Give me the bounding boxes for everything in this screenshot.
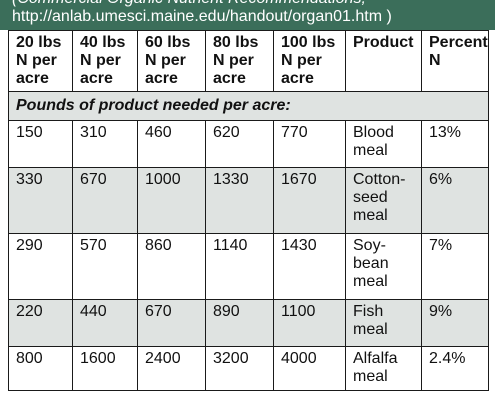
table-cell: 670: [137, 299, 206, 347]
table-row: 150 310 460 620 770 Blood meal 13%: [8, 120, 489, 168]
source-citation: (Commercial Organic Nutrient Recommendat…: [12, 0, 366, 8]
table-cell: 1430: [273, 233, 346, 300]
table-row: 800 1600 2400 3200 4000 Alfalfa meal 2.4…: [8, 346, 489, 391]
table-cell: 220: [8, 299, 73, 347]
product-cell: Fish meal: [345, 299, 422, 347]
table-cell: 770: [273, 120, 346, 168]
percent-cell: 7%: [421, 233, 489, 300]
table-cell: 310: [72, 120, 138, 168]
table-cell: 860: [137, 233, 206, 300]
table-cell: 4000: [273, 346, 346, 391]
header-40-lbs: 40 lbs N per acre: [72, 30, 138, 92]
table-cell: 1100: [273, 299, 346, 347]
product-cell: Alfalfa meal: [345, 346, 422, 391]
table-cell: 3200: [205, 346, 274, 391]
product-cell: Blood meal: [345, 120, 422, 168]
table-cell: 290: [8, 233, 73, 300]
percent-cell: 2.4%: [421, 346, 489, 391]
header-20-lbs: 20 lbs N per acre: [8, 30, 73, 92]
section-row: Pounds of product needed per acre:: [8, 91, 489, 121]
table-cell: 330: [8, 167, 73, 234]
table-cell: 1670: [273, 167, 346, 234]
product-cell: Cotton-seed meal: [345, 167, 422, 234]
table-cell: 150: [8, 120, 73, 168]
product-cell: Soy-bean meal: [345, 233, 422, 300]
header-80-lbs: 80 lbs N per acre: [205, 30, 274, 92]
header-60-lbs: 60 lbs N per acre: [137, 30, 206, 92]
table-cell: 1140: [205, 233, 274, 300]
table-row: 220 440 670 890 1100 Fish meal 9%: [8, 299, 489, 347]
table-cell: 1600: [72, 346, 138, 391]
table-cell: 670: [72, 167, 138, 234]
source-url: http://anlab.umesci.maine.edu/handout/or…: [12, 8, 392, 25]
table-cell: 1330: [205, 167, 274, 234]
table-cell: 2400: [137, 346, 206, 391]
table-header-row: 20 lbs N per acre 40 lbs N per acre 60 l…: [8, 30, 489, 92]
section-label: Pounds of product needed per acre:: [8, 91, 489, 121]
table-cell: 890: [205, 299, 274, 347]
table-cell: 570: [72, 233, 138, 300]
table-cell: 460: [137, 120, 206, 168]
table-cell: 1000: [137, 167, 206, 234]
table-cell: 800: [8, 346, 73, 391]
percent-cell: 6%: [421, 167, 489, 234]
percent-cell: 9%: [421, 299, 489, 347]
table-cell: 440: [72, 299, 138, 347]
header-percent-n: Percent N: [421, 30, 489, 92]
table-row: 290 570 860 1140 1430 Soy-bean meal 7%: [8, 233, 489, 300]
nitrogen-product-table: 20 lbs N per acre 40 lbs N per acre 60 l…: [8, 30, 489, 391]
table-row: 330 670 1000 1330 1670 Cotton-seed meal …: [8, 167, 489, 234]
header-100-lbs: 100 lbs N per acre: [273, 30, 346, 92]
source-banner: (Commercial Organic Nutrient Recommendat…: [0, 0, 495, 30]
percent-cell: 13%: [421, 120, 489, 168]
table-cell: 620: [205, 120, 274, 168]
header-product: Product: [345, 30, 422, 92]
